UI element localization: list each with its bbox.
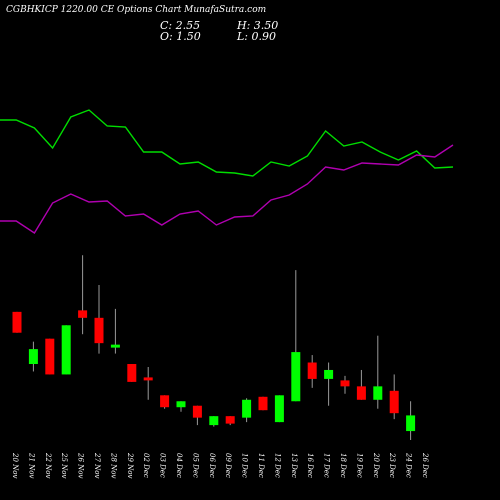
candle	[143, 366, 153, 400]
x-tick-label: 26 Dec	[421, 452, 429, 478]
candle	[61, 325, 71, 375]
x-tick-label: 22 Nov	[44, 452, 52, 478]
candle-body	[406, 415, 416, 432]
x-tick-label: 26 Nov	[77, 452, 85, 478]
candle	[110, 308, 120, 354]
candle	[176, 401, 186, 412]
x-tick-label: 11 Dec	[257, 453, 265, 478]
candle-body	[340, 380, 350, 387]
candle	[242, 398, 252, 423]
candle-body	[225, 416, 235, 424]
moving-average-layer	[0, 109, 454, 234]
x-tick-label: 05 Dec	[191, 453, 199, 478]
x-tick-label: 12 Dec	[273, 453, 281, 478]
candle	[340, 375, 350, 394]
candle	[373, 335, 383, 409]
chart-title: CGBHKICP 1220.00 CE Options Chart Munafa…	[6, 5, 267, 15]
x-tick-label: 28 Nov	[109, 452, 117, 478]
candle-body	[176, 401, 186, 408]
candle-layer	[12, 255, 416, 440]
candle-body	[291, 352, 301, 402]
x-tick-label: 23 Dec	[388, 452, 396, 478]
candle-body	[12, 311, 22, 333]
candle	[127, 364, 137, 382]
candle-body	[274, 395, 284, 423]
candle	[307, 355, 317, 388]
candle	[45, 338, 55, 375]
candle-body	[209, 416, 219, 426]
candle-body	[192, 405, 202, 418]
low-value: L: 0.90	[237, 30, 276, 43]
candle-body	[78, 310, 88, 318]
candle-body	[28, 349, 38, 365]
candle-body	[258, 396, 268, 411]
x-tick-label: 13 Dec	[290, 453, 298, 478]
candle-body	[356, 386, 366, 400]
candle-body	[127, 364, 137, 382]
x-tick-label: 17 Dec	[323, 453, 331, 478]
candle-body	[143, 377, 153, 381]
x-tick-label: 20 Dec	[372, 452, 380, 478]
x-tick-label: 03 Dec	[159, 453, 167, 478]
candle-body	[373, 386, 383, 400]
x-tick-label: 04 Dec	[175, 453, 183, 478]
candle	[192, 405, 202, 426]
candle	[160, 395, 170, 409]
candle	[258, 396, 268, 411]
close-value: C: 2.55	[160, 19, 201, 32]
candle	[28, 341, 38, 372]
candle-body	[94, 317, 104, 344]
x-tick-label: 10 Dec	[241, 453, 249, 478]
x-tick-label: 27 Nov	[93, 452, 101, 478]
candle	[291, 270, 301, 402]
candle-body	[110, 344, 120, 348]
x-tick-label: 02 Dec	[142, 453, 150, 478]
open-value: O: 1.50	[160, 30, 201, 43]
candle	[225, 416, 235, 426]
candle	[356, 369, 366, 400]
x-tick-label: 24 Dec	[405, 452, 413, 478]
candle	[324, 362, 334, 406]
candle	[274, 395, 284, 423]
candle-body	[45, 338, 55, 375]
moving-average-line-2	[0, 144, 454, 234]
candle-body	[61, 325, 71, 375]
candle	[406, 401, 416, 440]
x-tick-label: 19 Dec	[355, 453, 363, 478]
moving-average-line-1	[0, 109, 454, 177]
candle-body	[242, 399, 252, 418]
candle-body	[307, 362, 317, 379]
candle	[209, 416, 219, 427]
x-tick-label: 20 Nov	[11, 452, 19, 478]
x-axis: 20 Nov 21 Nov 22 Nov 25 Nov 26 Nov 27 Nov 28 N…	[11, 452, 429, 478]
x-tick-label: 25 Nov	[60, 452, 68, 478]
x-tick-label: 06 Dec	[208, 453, 216, 478]
x-tick-label: 18 Dec	[339, 453, 347, 478]
high-value: H: 3.50	[237, 19, 279, 32]
x-tick-label: 21 Nov	[27, 452, 35, 478]
candle-body	[324, 369, 334, 379]
candle	[78, 255, 88, 335]
x-tick-label: 09 Dec	[224, 453, 232, 478]
candle	[389, 374, 399, 420]
candle-body	[160, 395, 170, 408]
x-tick-label: 16 Dec	[306, 453, 314, 478]
candle	[12, 311, 22, 333]
candle-body	[389, 390, 399, 414]
x-tick-label: 29 Nov	[126, 452, 134, 478]
candle	[94, 285, 104, 354]
